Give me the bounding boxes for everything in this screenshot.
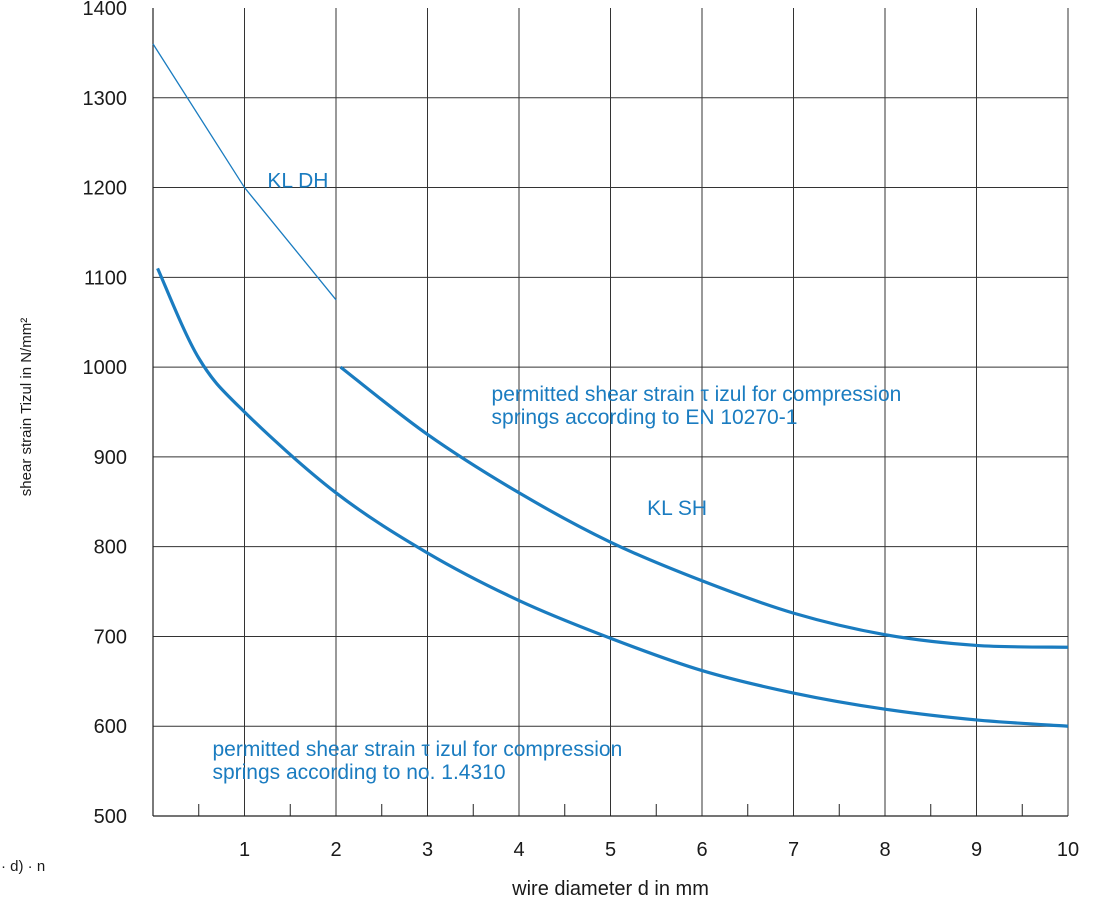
- y-tick-label: 900: [94, 447, 127, 469]
- y-tick-label: 500: [94, 806, 127, 828]
- annotation-line: KL DH: [267, 170, 328, 193]
- x-tick-label: 5: [605, 839, 616, 861]
- annotation-3: permitted shear strain τ izul for compre…: [492, 383, 902, 429]
- curves: [152, 43, 1069, 728]
- x-tick-label: 7: [788, 839, 799, 861]
- x-tick-label: 2: [330, 839, 341, 861]
- y-tick-label: 700: [94, 626, 127, 648]
- series-line-3: [156, 267, 1069, 728]
- annotation-line: KL SH: [647, 497, 707, 520]
- annotation-line: permitted shear strain τ izul for compre…: [492, 383, 902, 406]
- annotation-1: KL DH: [267, 170, 328, 193]
- clipped-formula-fragment: · d) · n: [1, 858, 45, 875]
- grid: [153, 8, 1069, 816]
- y-tick-label: 1100: [84, 267, 127, 289]
- annotation-line: springs according to EN 10270-1: [492, 406, 798, 429]
- x-tick-label: 6: [696, 839, 707, 861]
- x-tick-label: 4: [513, 839, 524, 861]
- x-tick-label: 10: [1057, 839, 1079, 861]
- x-tick-label: 1: [239, 839, 250, 861]
- y-tick-label: 1000: [83, 357, 128, 379]
- x-axis-label: wire diameter d in mm: [511, 878, 709, 900]
- annotation-line: springs according to no. 1.4310: [212, 761, 505, 784]
- y-tick-label: 1400: [83, 0, 128, 20]
- series-line-1: [152, 43, 337, 301]
- series-line-2: [339, 365, 1069, 649]
- labels: KL DH KL SH permitted shear strain τ izul …: [212, 170, 901, 784]
- x-tick-label: 8: [879, 839, 890, 861]
- y-tick-label: 1200: [83, 178, 128, 200]
- x-tick-label: 9: [971, 839, 982, 861]
- y-axis-label: shear strain Tizul in N/mm²: [18, 318, 35, 496]
- annotation-2: KL SH: [647, 497, 707, 520]
- annotation-line: permitted shear strain τ izul for compre…: [212, 738, 622, 761]
- axes: 1 2 3 4 5 6 7 8 9 10 500 600 700 800 900 1000 1100 1200 13…: [83, 0, 1080, 861]
- annotation-4: permitted shear strain τ izul for compre…: [212, 738, 622, 784]
- y-tick-label: 1300: [83, 88, 128, 110]
- x-tick-label: 3: [422, 839, 433, 861]
- y-tick-label: 800: [94, 537, 127, 559]
- y-tick-label: 600: [94, 716, 127, 738]
